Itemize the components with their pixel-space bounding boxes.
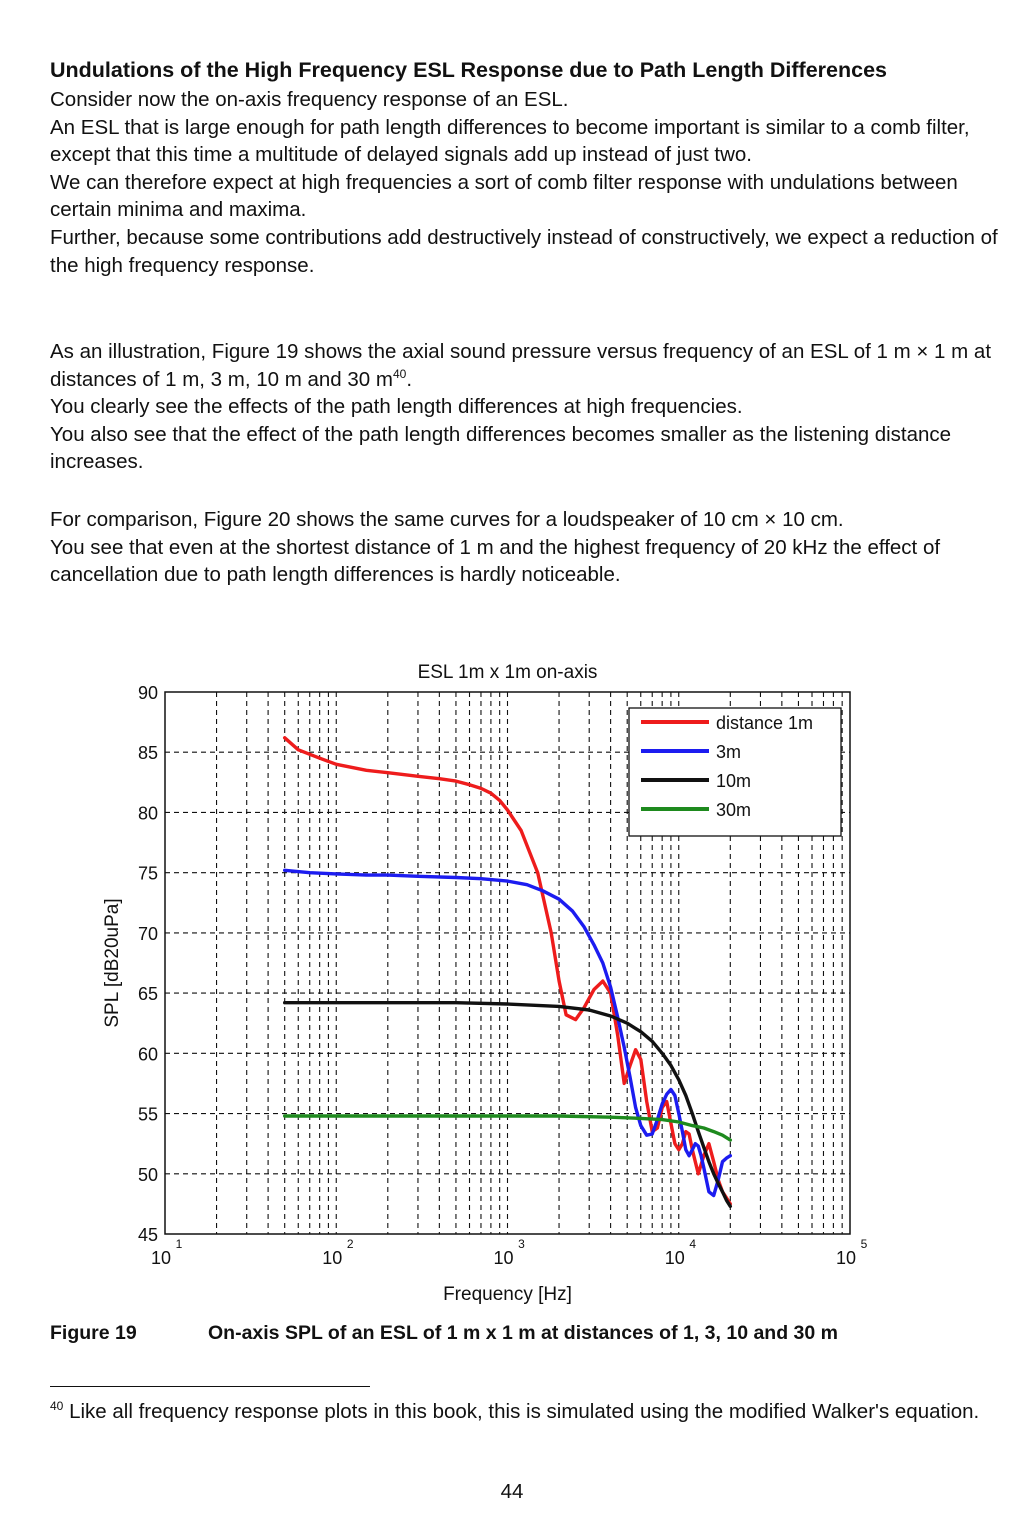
y-tick-label: 90 [138, 683, 158, 703]
paragraph-line: An ESL that is large enough for path len… [50, 115, 970, 167]
legend: distance 1m 3m 10m 30m [628, 707, 842, 837]
y-tick-label: 60 [138, 1044, 158, 1064]
chart-title: ESL 1m x 1m on-axis [418, 662, 598, 683]
x-tick-label: 10 [493, 1248, 513, 1268]
paragraph-line: You see that even at the shortest distan… [50, 535, 941, 587]
y-tick-label: 85 [138, 743, 158, 763]
x-tick-exponent: 4 [689, 1237, 696, 1251]
footnote-divider [50, 1386, 370, 1387]
y-tick-label: 70 [138, 924, 158, 944]
paragraph-3: For comparison, Figure 20 shows the same… [50, 506, 1010, 589]
footnote: 40 Like all frequency response plots in … [50, 1398, 1010, 1426]
legend-label: distance 1m [716, 713, 813, 733]
series-line [283, 1114, 732, 1142]
paragraph-line: We can therefore expect at high frequenc… [50, 170, 958, 222]
x-tick-label: 10 [836, 1248, 856, 1268]
footnote-text: Like all frequency response plots in thi… [69, 1400, 980, 1423]
x-axis-label: Frequency [Hz] [443, 1284, 572, 1305]
y-tick-label: 55 [138, 1105, 158, 1125]
x-tick-label: 10 [151, 1248, 171, 1268]
legend-label: 30m [716, 800, 751, 820]
paragraph-2: As an illustration, Figure 19 shows the … [50, 338, 1010, 476]
legend-label: 10m [716, 771, 751, 791]
y-tick-label: 45 [138, 1225, 158, 1245]
x-tick-label: 10 [322, 1248, 342, 1268]
x-tick-exponent: 5 [861, 1237, 868, 1251]
x-tick-exponent: 3 [518, 1237, 525, 1251]
frequency-response-chart: ESL 1m x 1m on-axis455055606570758085901… [102, 662, 868, 1305]
x-tick-exponent: 2 [347, 1237, 354, 1251]
page-number: 44 [500, 1480, 524, 1503]
footnote-mark: 40 [50, 1399, 64, 1413]
y-tick-label: 75 [138, 864, 158, 884]
figure-caption: On-axis SPL of an ESL of 1 m x 1 m at di… [208, 1322, 838, 1344]
paragraph-1: Consider now the on-axis frequency respo… [50, 86, 1010, 279]
grid-lines [165, 692, 850, 1234]
y-tick-label: 50 [138, 1165, 158, 1185]
paragraph-line: Consider now the on-axis frequency respo… [50, 88, 569, 111]
y-tick-label: 65 [138, 984, 158, 1004]
legend-box [628, 707, 842, 837]
footnote-reference[interactable]: 40 [392, 366, 407, 381]
section-heading: Undulations of the High Frequency ESL Re… [50, 58, 887, 82]
paragraph-line: You clearly see the effects of the path … [50, 395, 743, 419]
paragraph-line: Further, because some contributions add … [50, 225, 998, 277]
paragraph-line: As an illustration, Figure 19 shows the … [50, 340, 992, 391]
x-tick-label: 10 [665, 1248, 685, 1268]
paragraph-text: As an illustration, Figure 19 shows the … [50, 340, 992, 391]
y-axis-label: SPL [dB20uPa] [102, 898, 123, 1027]
plot-frame [164, 691, 851, 1235]
legend-label: 3m [716, 742, 741, 762]
series-line [283, 1001, 732, 1208]
paragraph-line: For comparison, Figure 20 shows the same… [50, 508, 844, 531]
paragraph-line: You also see that the effect of the path… [50, 422, 952, 474]
series-line [283, 868, 732, 1198]
figure-label: Figure 19 [50, 1322, 137, 1344]
y-tick-label: 80 [138, 803, 158, 823]
x-tick-exponent: 1 [176, 1237, 183, 1251]
